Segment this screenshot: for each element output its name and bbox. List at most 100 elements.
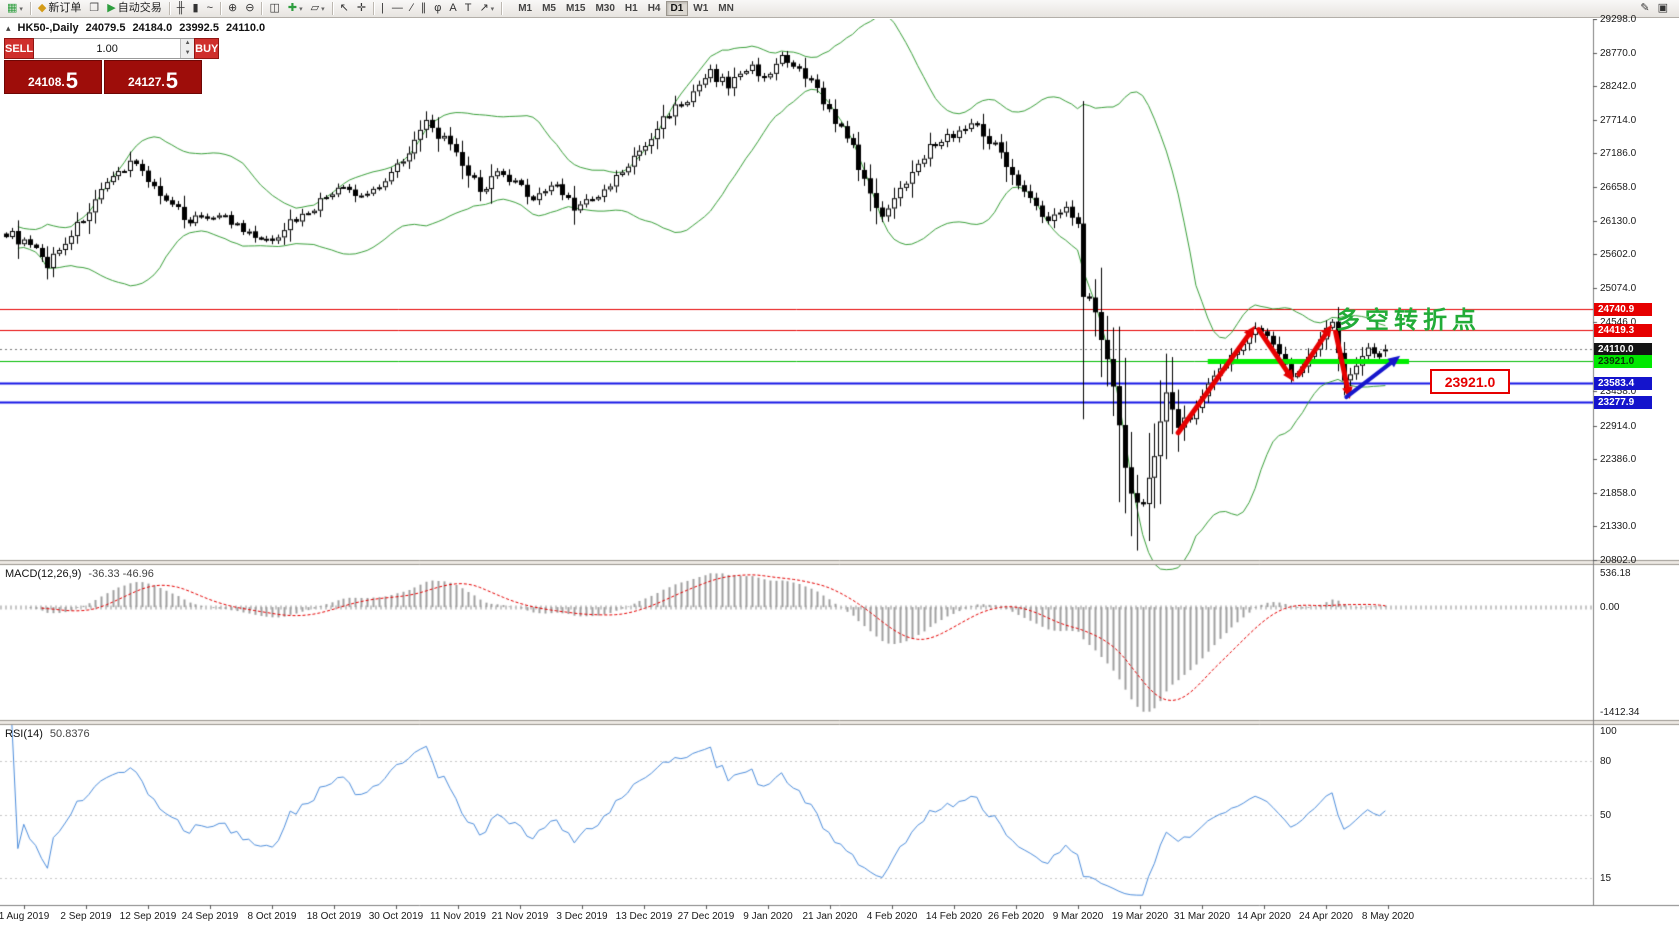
timeframe-d1[interactable]: D1 xyxy=(665,1,689,16)
arrows-tool-button[interactable]: ↗ ▾ xyxy=(475,0,498,17)
timeframe-mn[interactable]: MN xyxy=(718,3,734,14)
sell-price-button[interactable]: 24108. 5 xyxy=(4,60,102,94)
bar-chart-mode-icon: ╫ xyxy=(176,2,185,14)
rsi-label-row: RSI(14) 50.8376 xyxy=(5,728,90,740)
timeframe-m15[interactable]: M15 xyxy=(566,3,586,14)
timeframe-h4[interactable]: H4 xyxy=(647,3,661,14)
autotrading-button[interactable]: ▶ 自动交易 xyxy=(103,0,165,17)
crosshair-icon: ✛ xyxy=(356,2,367,14)
trendline-tool-icon: ∕ xyxy=(410,2,413,14)
axis-price-tick: 22914.0 xyxy=(1600,420,1637,432)
label-tool-button[interactable]: T xyxy=(461,0,476,17)
chart-window-button[interactable]: ❐ xyxy=(85,0,103,17)
macd-scale-zero: 0.00 xyxy=(1600,602,1620,614)
buy-button[interactable]: BUY xyxy=(194,38,220,59)
candlestick-mode-icon: ▮ xyxy=(192,2,199,14)
fibonacci-tool-icon: φ xyxy=(434,2,442,14)
volume-input[interactable] xyxy=(34,39,181,58)
channel-tool-button[interactable]: ∥ xyxy=(417,0,431,17)
axis-price-tick: 27186.0 xyxy=(1600,148,1637,160)
macd-scale-bottom: -1412.34 xyxy=(1600,707,1640,718)
time-axis-label: 12 Sep 2019 xyxy=(119,911,177,922)
timeframe-w1[interactable]: W1 xyxy=(693,3,709,14)
time-axis-label: 13 Dec 2019 xyxy=(615,911,673,922)
new-chart-icon: ▦ xyxy=(7,2,18,14)
bar-chart-mode-button[interactable]: ╫ xyxy=(173,0,189,17)
text-tool-button[interactable]: A xyxy=(445,0,460,17)
axis-price-tick: 21330.0 xyxy=(1600,521,1637,533)
time-axis-label: 21 Jan 2020 xyxy=(802,911,858,922)
timeframe-h1[interactable]: H1 xyxy=(624,3,638,14)
chevron-down-icon: ▾ xyxy=(490,5,495,13)
time-axis-label: 26 Feb 2020 xyxy=(987,911,1045,922)
timeframe-m1[interactable]: M1 xyxy=(518,3,533,14)
axis-price-badge: 23583.4 xyxy=(1594,376,1652,390)
autotrading-label: 自动交易 xyxy=(117,2,162,14)
sell-button[interactable]: SELL xyxy=(4,38,35,59)
buy-price-pip: 5 xyxy=(165,68,178,93)
ohlc-close: 24110.0 xyxy=(225,22,266,34)
ohlc-open: 24079.5 xyxy=(85,22,126,34)
timeframe-m5[interactable]: M5 xyxy=(542,3,556,14)
time-axis-label: 4 Feb 2020 xyxy=(866,911,918,922)
rsi-scale-label: 80 xyxy=(1600,756,1612,767)
time-axis-label: 19 Mar 2020 xyxy=(1111,911,1169,922)
sell-price-main: 24108. xyxy=(28,75,65,89)
time-axis-label: 2 Sep 2019 xyxy=(60,911,112,922)
axis-price-tick: 28242.0 xyxy=(1600,81,1637,93)
axis-price-tick: 29298.0 xyxy=(1600,14,1637,25)
vertical-line-tool-button[interactable]: | xyxy=(377,0,388,17)
new-chart-button[interactable]: ▦ ▾ xyxy=(3,0,27,17)
collapse-trade-widget-button[interactable]: ▴ xyxy=(6,22,11,33)
rsi-value: 50.8376 xyxy=(49,728,90,740)
trade-widget-top-row: SELL ▲ ▼ BUY xyxy=(4,38,220,59)
timeframe-m30[interactable]: M30 xyxy=(595,3,615,14)
zoom-in-icon: ⊕ xyxy=(228,2,238,14)
macd-label: MACD(12,26,9) xyxy=(5,568,82,580)
chart-window-icon: ❐ xyxy=(89,2,100,14)
zoom-out-button[interactable]: ⊖ xyxy=(241,0,258,17)
ohlc-low: 23992.5 xyxy=(179,22,219,34)
chart-area: ▴ HK50-,Daily 24079.5 24184.0 23992.5 24… xyxy=(0,14,1679,939)
arrows-tool-icon: ↗ xyxy=(479,2,489,14)
symbol-name: HK50-,Daily xyxy=(17,22,79,34)
volume-step-up-button[interactable]: ▲ xyxy=(181,39,195,49)
zoom-in-button[interactable]: ⊕ xyxy=(224,0,241,17)
objects-list-button[interactable]: ▱ ▾ xyxy=(307,0,329,17)
time-axis-label: 27 Dec 2019 xyxy=(677,911,735,922)
line-chart-mode-button[interactable]: ~ xyxy=(203,0,217,17)
layout-panel-button[interactable]: ▣ xyxy=(1654,0,1672,17)
time-axis-label: 24 Apr 2020 xyxy=(1299,911,1353,922)
turning-point-annotation[interactable]: 多空转折点 xyxy=(1336,307,1481,334)
crosshair-button[interactable]: ✛ xyxy=(353,0,370,17)
line-chart-mode-icon: ~ xyxy=(206,2,214,14)
horizontal-line-tool-button[interactable]: ― xyxy=(388,0,407,17)
trendline-tool-button[interactable]: ∕ xyxy=(407,0,417,17)
time-axis-label: 11 Nov 2019 xyxy=(430,911,486,922)
price-callout-box[interactable]: 23921.0 xyxy=(1430,369,1510,394)
draw-panel-button[interactable]: ✎ xyxy=(1636,0,1653,17)
new-order-icon: ◆ xyxy=(37,2,47,14)
cursor-icon: ↖ xyxy=(339,2,349,14)
axis-price-tick: 23458.0 xyxy=(1600,385,1637,397)
candlestick-mode-button[interactable]: ▮ xyxy=(189,0,203,17)
objects-list-icon: ▱ xyxy=(310,2,320,14)
cursor-button[interactable]: ↖ xyxy=(336,0,353,17)
new-order-button[interactable]: ◆ 新订单 xyxy=(34,0,85,17)
toolbar-separator xyxy=(373,2,375,15)
axis-price-tick: 20802.0 xyxy=(1600,555,1637,566)
chevron-down-icon: ▾ xyxy=(321,5,325,13)
fibonacci-tool-button[interactable]: φ xyxy=(430,0,445,17)
macd-values: -36.33 -46.96 xyxy=(88,568,154,580)
toolbar-separator xyxy=(501,2,503,15)
volume-step-down-button[interactable]: ▼ xyxy=(181,48,195,58)
indicators-button[interactable]: ✚ ▾ xyxy=(284,0,307,17)
axis-price-tick: 26130.0 xyxy=(1600,215,1637,227)
tile-windows-button[interactable]: ◫ xyxy=(265,0,283,17)
time-axis-label: 31 Mar 2020 xyxy=(1173,911,1231,922)
buy-price-button[interactable]: 24127. 5 xyxy=(104,60,202,94)
time-axis-label: 14 Feb 2020 xyxy=(925,911,983,922)
layout-panel-icon: ▣ xyxy=(1657,2,1668,14)
chart-canvas[interactable] xyxy=(0,19,1679,939)
